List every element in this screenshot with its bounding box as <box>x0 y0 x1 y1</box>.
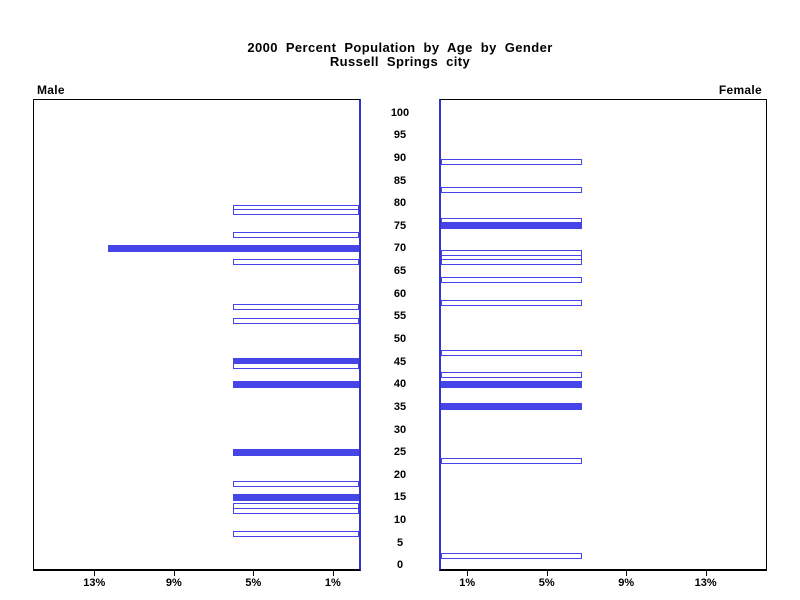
pyramid-bar-male-age-12 <box>233 507 359 514</box>
pyramid-bar-male-age-73 <box>233 231 359 238</box>
percent-tick-right-5 <box>546 571 548 576</box>
age-tick-label-85: 85 <box>393 174 407 187</box>
age-tick-label-95: 95 <box>393 129 407 142</box>
percent-tick-right-9 <box>626 571 628 576</box>
age-tick-label-65: 65 <box>393 265 407 278</box>
pyramid-bar-female-age-75 <box>441 222 583 230</box>
pyramid-bar-male-age-57 <box>233 304 359 311</box>
pyramid-bar-female-age-58 <box>441 299 583 306</box>
female-panel-label: Female <box>718 83 762 97</box>
percent-tick-right-13 <box>705 571 707 576</box>
percent-tick-label-right-5: 5% <box>538 577 555 589</box>
chart-title: 2000 Percent Population by Age by Gender… <box>0 41 800 69</box>
age-tick-label-10: 10 <box>393 514 407 527</box>
age-tick-label-25: 25 <box>393 446 407 459</box>
age-tick-label-20: 20 <box>393 468 407 481</box>
female-bars-panel <box>439 99 767 571</box>
pyramid-bar-female-age-83 <box>441 186 583 193</box>
age-tick-label-90: 90 <box>393 151 407 164</box>
chart-title-line1: 2000 Percent Population by Age by Gender <box>247 40 553 55</box>
pyramid-bar-male-age-44 <box>233 363 359 370</box>
percent-tick-label-left-9: 9% <box>165 577 182 589</box>
pyramid-bar-female-age-42 <box>441 372 583 379</box>
percent-tick-label-left-1: 1% <box>324 577 341 589</box>
age-tick-label-35: 35 <box>393 400 407 413</box>
pyramid-bar-male-age-45 <box>233 358 359 366</box>
age-tick-label-60: 60 <box>393 287 407 300</box>
percent-tick-right-1 <box>467 571 469 576</box>
age-tick-label-100: 100 <box>390 106 410 119</box>
age-tick-label-80: 80 <box>393 197 407 210</box>
chart-title-line2: Russell Springs city <box>329 54 471 69</box>
pyramid-bar-male-age-54 <box>233 317 359 324</box>
male-panel-label: Male <box>37 83 65 97</box>
pyramid-bar-female-age-35 <box>441 403 583 411</box>
age-tick-label-45: 45 <box>393 355 407 368</box>
pyramid-bar-male-age-18 <box>233 480 359 487</box>
age-tick-label-40: 40 <box>393 378 407 391</box>
pyramid-bar-male-age-7 <box>233 530 359 537</box>
age-tick-label-5: 5 <box>396 536 404 549</box>
age-tick-label-15: 15 <box>393 491 407 504</box>
pyramid-bar-female-age-2 <box>441 553 583 560</box>
pyramid-bar-female-age-67 <box>441 259 583 266</box>
age-tick-label-30: 30 <box>393 423 407 436</box>
pyramid-bar-female-age-63 <box>441 277 583 284</box>
pyramid-bar-female-age-47 <box>441 349 583 356</box>
age-tick-label-75: 75 <box>393 219 407 232</box>
age-tick-label-50: 50 <box>393 333 407 345</box>
pyramid-bar-female-age-40 <box>441 380 583 388</box>
percent-tick-left-9 <box>173 571 175 576</box>
age-tick-label-70: 70 <box>393 242 407 255</box>
male-bars-panel <box>33 99 361 571</box>
pyramid-bar-male-age-40 <box>233 380 359 388</box>
percent-tick-left-1 <box>332 571 334 576</box>
percent-tick-label-right-1: 1% <box>459 577 476 589</box>
percent-tick-label-left-13: 13% <box>83 577 106 589</box>
pyramid-bar-male-age-15 <box>233 493 359 501</box>
pyramid-bar-male-age-67 <box>233 259 359 266</box>
pyramid-bar-female-age-89 <box>441 159 583 166</box>
age-tick-label-55: 55 <box>393 310 407 323</box>
pyramid-bar-male-age-25 <box>233 448 359 456</box>
pyramid-bar-female-age-23 <box>441 458 583 465</box>
percent-tick-label-left-5: 5% <box>245 577 262 589</box>
percent-tick-left-5 <box>253 571 255 576</box>
pyramid-bar-male-age-78 <box>233 209 359 216</box>
percent-tick-label-right-13: 13% <box>694 577 717 589</box>
percent-tick-label-right-9: 9% <box>618 577 635 589</box>
age-tick-label-0: 0 <box>396 559 404 572</box>
pyramid-bar-male-age-70 <box>108 244 359 252</box>
percent-tick-left-13 <box>94 571 96 576</box>
